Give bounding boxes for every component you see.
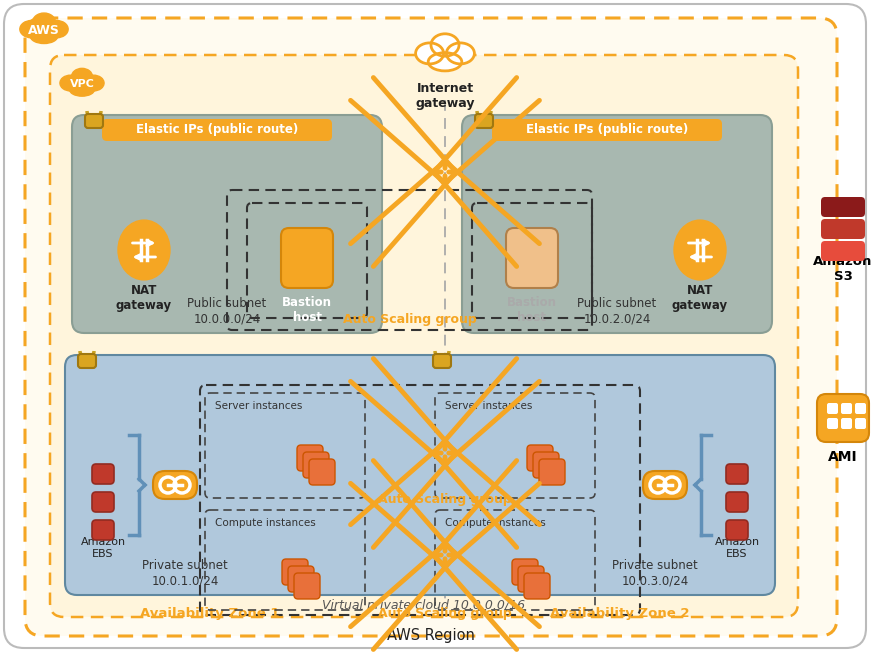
Ellipse shape: [431, 34, 459, 56]
Ellipse shape: [674, 220, 726, 280]
Text: Public subnet
10.0.0.0/24: Public subnet 10.0.0.0/24: [187, 297, 267, 325]
FancyBboxPatch shape: [506, 228, 558, 288]
Text: Auto Scaling group: Auto Scaling group: [378, 493, 512, 506]
FancyBboxPatch shape: [303, 452, 329, 478]
Text: Virtual private cloud 10.0.0.0/16: Virtual private cloud 10.0.0.0/16: [323, 599, 526, 612]
FancyBboxPatch shape: [643, 471, 687, 499]
FancyBboxPatch shape: [475, 114, 493, 128]
FancyBboxPatch shape: [855, 418, 866, 429]
FancyBboxPatch shape: [25, 18, 837, 636]
FancyBboxPatch shape: [92, 464, 114, 484]
FancyBboxPatch shape: [827, 403, 838, 414]
Text: Availability Zone 1: Availability Zone 1: [141, 607, 280, 620]
FancyBboxPatch shape: [539, 459, 565, 485]
Text: NAT
gateway: NAT gateway: [116, 284, 172, 312]
FancyBboxPatch shape: [462, 115, 772, 333]
Text: Amazon
EBS: Amazon EBS: [714, 537, 760, 559]
FancyBboxPatch shape: [726, 492, 748, 512]
FancyBboxPatch shape: [85, 114, 103, 128]
Ellipse shape: [60, 75, 81, 91]
FancyBboxPatch shape: [841, 418, 852, 429]
FancyBboxPatch shape: [297, 445, 323, 471]
Text: Bastion
host: Bastion host: [507, 296, 557, 324]
FancyBboxPatch shape: [4, 4, 866, 648]
Text: Compute instances: Compute instances: [215, 518, 315, 528]
Text: Private subnet
10.0.1.0/24: Private subnet 10.0.1.0/24: [142, 559, 228, 587]
FancyBboxPatch shape: [533, 452, 559, 478]
FancyBboxPatch shape: [92, 492, 114, 512]
Ellipse shape: [30, 29, 58, 43]
Text: Auto Scaling group: Auto Scaling group: [378, 607, 512, 620]
Text: Bastion
host: Bastion host: [282, 296, 332, 324]
FancyBboxPatch shape: [282, 559, 308, 585]
FancyBboxPatch shape: [72, 115, 382, 333]
Ellipse shape: [428, 52, 461, 71]
Text: Server instances: Server instances: [445, 401, 532, 411]
Ellipse shape: [72, 68, 92, 85]
Ellipse shape: [83, 75, 104, 91]
FancyBboxPatch shape: [527, 445, 553, 471]
Ellipse shape: [45, 20, 68, 38]
FancyBboxPatch shape: [78, 354, 96, 368]
Text: Server instances: Server instances: [215, 401, 302, 411]
FancyBboxPatch shape: [821, 219, 865, 239]
FancyBboxPatch shape: [50, 55, 798, 617]
Text: Amazon
EBS: Amazon EBS: [81, 537, 125, 559]
Text: Amazon
S3: Amazon S3: [814, 255, 873, 283]
FancyBboxPatch shape: [102, 119, 332, 141]
Text: NAT
gateway: NAT gateway: [672, 284, 728, 312]
FancyBboxPatch shape: [281, 228, 333, 288]
FancyBboxPatch shape: [855, 403, 866, 414]
FancyBboxPatch shape: [841, 403, 852, 414]
FancyBboxPatch shape: [288, 566, 314, 592]
Text: AWS Region: AWS Region: [387, 628, 475, 643]
FancyBboxPatch shape: [294, 573, 320, 599]
FancyBboxPatch shape: [92, 520, 114, 540]
FancyBboxPatch shape: [821, 241, 865, 261]
FancyBboxPatch shape: [827, 418, 838, 429]
FancyBboxPatch shape: [153, 471, 197, 499]
FancyBboxPatch shape: [821, 197, 865, 217]
FancyBboxPatch shape: [518, 566, 544, 592]
Ellipse shape: [69, 83, 95, 96]
Ellipse shape: [118, 220, 170, 280]
FancyBboxPatch shape: [433, 354, 451, 368]
FancyBboxPatch shape: [726, 464, 748, 484]
FancyBboxPatch shape: [65, 355, 775, 595]
Text: AMI: AMI: [828, 450, 857, 464]
Ellipse shape: [416, 43, 444, 64]
Text: Availability Zone 2: Availability Zone 2: [550, 607, 690, 620]
Text: Auto Scaling group: Auto Scaling group: [342, 313, 477, 326]
FancyBboxPatch shape: [726, 520, 748, 540]
Text: Public subnet
10.0.2.0/24: Public subnet 10.0.2.0/24: [577, 297, 657, 325]
FancyBboxPatch shape: [309, 459, 335, 485]
FancyBboxPatch shape: [524, 573, 550, 599]
Ellipse shape: [32, 13, 56, 31]
Text: Compute instances: Compute instances: [445, 518, 546, 528]
FancyBboxPatch shape: [492, 119, 722, 141]
FancyBboxPatch shape: [512, 559, 538, 585]
Text: Elastic IPs (public route): Elastic IPs (public route): [136, 124, 298, 136]
FancyBboxPatch shape: [817, 394, 869, 442]
Ellipse shape: [20, 20, 43, 38]
Ellipse shape: [446, 43, 474, 64]
Text: Elastic IPs (public route): Elastic IPs (public route): [526, 124, 688, 136]
Text: Internet
gateway: Internet gateway: [415, 82, 475, 110]
Text: Private subnet
10.0.3.0/24: Private subnet 10.0.3.0/24: [612, 559, 698, 587]
Text: VPC: VPC: [70, 79, 94, 89]
Text: AWS: AWS: [28, 24, 60, 37]
